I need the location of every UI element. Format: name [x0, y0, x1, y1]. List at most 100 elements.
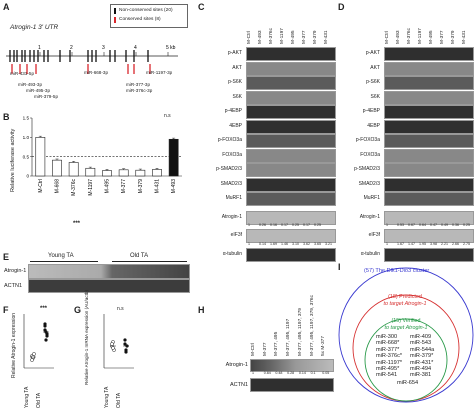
panel-i-label: I	[338, 262, 341, 272]
utr-title: Atrogin-1 3' UTR	[10, 24, 59, 31]
utr-map: 1 2 3 4 5 kb	[6, 45, 178, 74]
panel-f-ylabel: Relative Atrogin-1 expression	[11, 312, 17, 378]
row-label: p-S6K	[366, 79, 380, 85]
blot-band	[384, 177, 474, 192]
blot-band	[246, 105, 336, 119]
quant-value: 3.10	[292, 241, 299, 246]
row-label: SMAD2/3	[358, 180, 380, 187]
blot-band	[246, 90, 336, 105]
legend-conserved: Conserved sites (8)	[119, 17, 161, 22]
row-label: MuRF1	[363, 195, 380, 201]
quant-value: 1	[386, 241, 388, 246]
venn-inner-label: (15) Verified to target Atrogin-1	[382, 318, 430, 331]
venn-mir: miR-543	[410, 340, 432, 347]
data-point	[124, 350, 128, 354]
blot-band	[384, 76, 474, 90]
lane-label: M-376c	[269, 28, 274, 44]
lane-label: M-377, 495	[274, 331, 280, 356]
quant-value: 0.17	[281, 223, 288, 227]
lane-label: M-431	[462, 30, 467, 44]
row-label: α-tubulin	[222, 250, 242, 257]
blot-band	[384, 105, 474, 119]
row-label: α-tubulin	[360, 250, 380, 257]
atrogin-blot-e	[28, 264, 190, 279]
quant-value: 1.46	[281, 241, 288, 246]
quant-value: 0.49	[441, 223, 448, 227]
blot-band	[246, 47, 336, 61]
blot-band	[246, 177, 336, 192]
quant-value: 0.16	[270, 223, 277, 227]
blot-band	[246, 229, 336, 243]
lane-label: M-Ctrl	[251, 342, 256, 356]
venn-mir: miR-377*	[376, 346, 400, 353]
quant-value: 0.1	[310, 371, 316, 375]
row-label: p-4EBP	[362, 108, 380, 114]
blot-band	[246, 247, 336, 262]
blot-band	[246, 192, 336, 206]
row-label: p-FOXO3a	[355, 137, 380, 143]
quant-value: 0.25	[463, 223, 470, 227]
legend-nonconserved: Non-conserved sites (20)	[119, 8, 173, 13]
quant-value: 0.36	[452, 223, 459, 227]
scale-label: 2	[70, 45, 73, 51]
lane-label: 5x M-377	[321, 336, 327, 356]
venn-mir: miR-381	[410, 372, 432, 379]
venn-middle-label: (18) Predicted to target Atrogin-1	[380, 294, 430, 307]
row-label: eIF3f	[230, 232, 242, 238]
blot-band	[246, 210, 336, 225]
quant-value: 2.66	[452, 241, 459, 246]
mir-label: miR-431-5p	[10, 71, 34, 76]
y-tick-label: 0	[26, 174, 29, 179]
quant-value: 0.64	[419, 223, 426, 227]
data-point	[43, 328, 47, 332]
venn-mir: miR-495*	[376, 366, 400, 373]
bar	[152, 169, 162, 177]
venn-mir: miR-376c*	[376, 353, 403, 360]
blot-band	[246, 119, 336, 134]
panel-g-label: G	[74, 305, 82, 315]
ns-marker: n.s	[117, 306, 124, 312]
blot-band	[246, 148, 336, 163]
data-point	[45, 332, 49, 336]
venn-mirs-left: miR-300 miR-668* miR-377* miR-376c* miR-1197…	[376, 334, 402, 379]
quant-value: 1	[252, 371, 254, 375]
quant-value: 0.17	[303, 223, 310, 227]
row-label: p-S6K	[228, 79, 242, 85]
panel-g-ylabel: Relative Atrogin-1 mRNA expression (AU/a…	[84, 290, 89, 385]
xcat-young: Young TA	[24, 386, 30, 408]
y-tick-label: 0.5	[23, 154, 30, 159]
row-label: p-SMAD2/3	[354, 166, 380, 172]
xcat-old: Old TA	[36, 392, 42, 408]
quant-value: 0.48	[275, 371, 283, 375]
mir-label: miR-668-3p	[84, 70, 108, 75]
data-point	[123, 342, 127, 346]
row-label: FOXO3a	[222, 151, 242, 158]
quant-value: 2.21	[441, 241, 448, 246]
quant-value: 0.53	[397, 223, 404, 227]
quant-value: 0.28	[287, 371, 295, 375]
bar	[168, 138, 179, 177]
row-label: p-SMAD2/3	[216, 166, 242, 172]
lane-label: M-Ctrl	[385, 30, 390, 44]
panel-d-label: D	[338, 2, 345, 12]
blot-band	[384, 192, 474, 206]
quant-value: 0.26	[259, 223, 266, 227]
data-point	[123, 338, 127, 342]
data-point	[43, 322, 47, 326]
x-tick-label: M-495	[105, 179, 111, 193]
young-ta-label: Young TA	[48, 253, 74, 259]
row-label: Atrogin-1	[359, 213, 380, 220]
row-label: Atrogin-1	[225, 362, 248, 368]
row-label: Atrogin-1	[221, 213, 242, 220]
venn-mirs-right: miR-409 miR-543 miR-544a miR-379* miR-431* mi…	[410, 334, 434, 379]
lane-label: M-493	[396, 30, 401, 44]
lane-label: M-Ctrl	[247, 30, 252, 44]
mir-label: miR-1197-3p	[146, 70, 173, 75]
blot-band	[250, 378, 334, 392]
lane-label: M-377, 495, 1197, 379, 376c	[309, 295, 315, 356]
xcat-young: Young TA	[104, 386, 110, 408]
quant-value: 0.14	[259, 241, 266, 246]
lane-label: M-377, 495, 1197	[286, 318, 292, 356]
venn-middle-line: to target Atrogin-1	[383, 300, 427, 307]
lane-label: M-1197	[418, 28, 423, 44]
